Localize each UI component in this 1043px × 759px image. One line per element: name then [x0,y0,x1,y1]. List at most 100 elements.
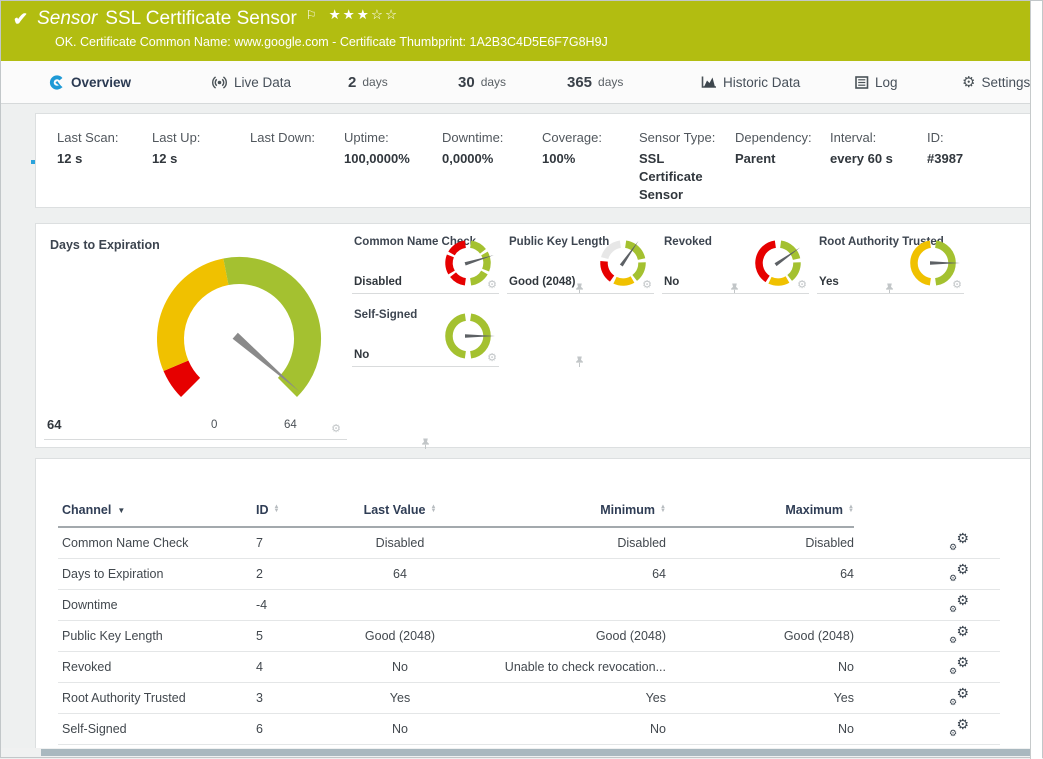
gauge-settings-icon[interactable]: ⚙ [487,280,497,291]
priority-star-rating[interactable]: ★★★☆☆ [329,7,400,23]
gauge-value: No [664,276,679,288]
tab-live-data[interactable]: Live Data [211,61,291,103]
tab-overview[interactable]: Overview [49,61,131,103]
channel-settings-gears-icon[interactable]: ⚙⚙ [950,564,969,581]
vertical-scrollbar-track[interactable] [1030,1,1042,759]
gauge-value: Yes [819,276,839,288]
gauge-cell-root-authority-trusted: Root Authority TrustedYes⚙ [817,232,964,294]
channel-settings-gears-icon[interactable]: ⚙⚙ [950,657,969,674]
info-label: ID: [927,130,1019,145]
tab-settings[interactable]: ⚙Settings [962,61,1030,103]
sensor-title: SSL Certificate Sensor [105,8,297,30]
flag-icon[interactable]: ⚐ [306,8,317,22]
tab-2-days[interactable]: 2 days [348,61,388,103]
channel-settings-gears-icon[interactable]: ⚙⚙ [950,626,969,643]
gear-small-icon: ⚙ [949,666,957,677]
channel-name: Days to Expiration [58,559,252,590]
tab-bar: OverviewLive Data2days30days365daysHisto… [1,61,1032,104]
sensor-info-bar: Last Scan:12 sLast Up:12 sLast Down:Upti… [35,113,1032,208]
column-label: Last Value [364,503,426,517]
channel-actions-cell: ⚙⚙ [854,590,1000,621]
table-row-root-authority-trusted: Root Authority Trusted3YesYesYes⚙⚙ [58,683,1000,714]
tab-log[interactable]: Log [855,61,898,103]
tab-30-days[interactable]: 30days [458,61,506,103]
info-field-last-scan: Last Scan:12 s [57,130,149,168]
tab-label: days [362,75,387,89]
sort-desc-icon: ▼ [117,506,125,515]
gauge-icon [49,74,65,90]
gauge-settings-icon[interactable]: ⚙ [331,424,341,435]
channel-name: Downtime [58,590,252,621]
gauge-settings-icon[interactable]: ⚙ [642,280,652,291]
info-value: 100,0000% [344,150,436,168]
sort-toggle-icon: ▲▼ [274,505,280,513]
tab-number: 2 [348,74,356,91]
column-header-minimum[interactable]: Minimum▲▼ [490,503,666,527]
info-label: Last Scan: [57,130,149,145]
channel-name: Common Name Check [58,527,252,559]
channel-settings-gears-icon[interactable]: ⚙⚙ [950,719,969,736]
info-field-last-up: Last Up: 12 s [152,130,244,168]
minimum-value: Disabled [490,527,666,559]
column-header-last-value[interactable]: Last Value▲▼ [310,503,490,527]
info-label: Last Up: [152,130,244,145]
last-value [310,590,490,621]
channel-table-panel: Channel▼ID▲▼Last Value▲▼Minimum▲▼Maximum… [35,458,1032,751]
object-kind-label: Sensor [37,8,97,30]
channel-actions-cell: ⚙⚙ [854,714,1000,745]
horizontal-scrollbar-thumb[interactable] [41,749,1031,756]
table-row-revoked: Revoked4NoUnable to check revocation...N… [58,652,1000,683]
sensor-header: ✔ Sensor SSL Certificate Sensor ⚐ ★★★☆☆ … [1,1,1032,61]
last-value: Disabled [310,527,490,559]
info-label: Interval: [830,130,922,145]
maximum-value: 64 [666,559,854,590]
gauge-pin-icon[interactable] [575,356,584,368]
gear-large-icon: ⚙ [956,623,969,640]
maximum-value: Disabled [666,527,854,559]
gear-large-icon: ⚙ [956,716,969,733]
maximum-value: No [666,714,854,745]
gauge-settings-icon[interactable]: ⚙ [952,280,962,291]
column-label: Minimum [600,503,655,517]
column-header-maximum[interactable]: Maximum▲▼ [666,503,854,527]
sensor-status-message: OK. Certificate Common Name: www.google.… [55,35,608,49]
gauge-settings-icon[interactable]: ⚙ [487,353,497,364]
channel-actions-cell: ⚙⚙ [854,527,1000,559]
tab-label: Log [875,75,898,90]
column-header-id[interactable]: ID▲▼ [252,503,310,527]
channel-settings-gears-icon[interactable]: ⚙⚙ [950,688,969,705]
channel-actions-cell: ⚙⚙ [854,559,1000,590]
tab-historic-data[interactable]: Historic Data [701,61,800,103]
minimum-value: Unable to check revocation... [490,652,666,683]
gauge-pin-icon[interactable] [421,438,430,450]
gauge-value: No [354,349,369,361]
gauge-cell-days-to-expiration: Days to Expiration 64 0 64 ⚙ [44,230,347,440]
channel-settings-gears-icon[interactable]: ⚙⚙ [950,595,969,612]
channel-id: 7 [252,527,310,559]
info-field-uptime: Uptime:100,0000% [344,130,436,168]
gear-small-icon: ⚙ [949,573,957,584]
gauge-cell-self-signed: Self-SignedNo⚙ [352,305,499,367]
tab-365-days[interactable]: 365days [567,61,623,103]
info-label: Sensor Type: [639,130,731,145]
gauge-cell-revoked: RevokedNo⚙ [662,232,809,294]
gear-small-icon: ⚙ [949,635,957,646]
info-value: every 60 s [830,150,922,168]
tab-number: 30 [458,74,475,91]
info-value: 100% [542,150,634,168]
info-value: 12 s [152,150,244,168]
last-value: No [310,652,490,683]
channel-settings-gears-icon[interactable]: ⚙⚙ [950,533,969,550]
last-value: 64 [310,559,490,590]
table-row-common-name-check: Common Name Check7DisabledDisabledDisabl… [58,527,1000,559]
horizontal-scrollbar-track [1,748,1032,757]
channel-name: Revoked [58,652,252,683]
gauge-current-value: 64 [47,417,61,432]
gear-large-icon: ⚙ [956,530,969,547]
column-label: Channel [62,503,111,517]
gauge-settings-icon[interactable]: ⚙ [797,280,807,291]
tab-label: days [598,75,623,89]
broadcast-icon [211,76,228,89]
column-header-channel[interactable]: Channel ▼ [58,503,252,527]
channel-name: Self-Signed [58,714,252,745]
